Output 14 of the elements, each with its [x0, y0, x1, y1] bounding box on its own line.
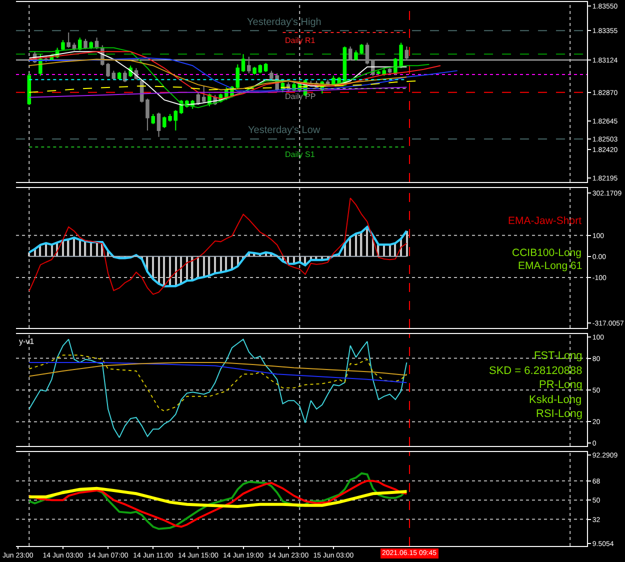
series-label: Daily R1 — [285, 36, 316, 45]
annotation: SKD = 6.28120888 — [489, 365, 582, 377]
annotation: PR-Long — [539, 379, 582, 391]
chart-title: y-v1 — [19, 337, 35, 346]
ref-line-label: Yesterday's Low — [248, 125, 321, 136]
annotation: FST-Long — [534, 350, 582, 362]
annotation: CCIB100-Long — [512, 247, 582, 259]
text: EMA-Jaw-Short — [508, 215, 582, 227]
annotation: RSI-Long — [536, 408, 582, 420]
series-label: Daily S1 — [285, 150, 316, 159]
annotation: Kskd-Long — [529, 394, 582, 406]
annotation: EMA-Long 61 — [518, 260, 582, 272]
ref-line-label: Yesterday's High — [247, 17, 322, 28]
series-label: Daily PP — [285, 92, 316, 101]
